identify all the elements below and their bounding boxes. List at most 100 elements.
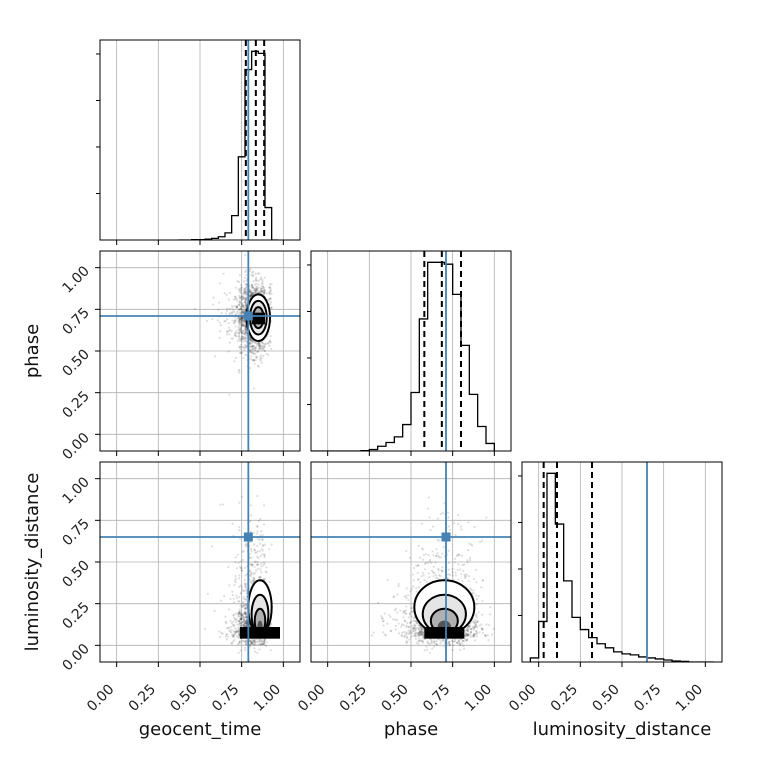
- sample-point: [475, 581, 478, 584]
- sample-point: [238, 619, 241, 622]
- sample-point: [261, 290, 264, 294]
- sample-point: [487, 638, 490, 642]
- sample-point: [412, 634, 415, 637]
- sample-point: [242, 329, 245, 332]
- sample-point: [416, 627, 420, 630]
- sample-point: [270, 306, 273, 309]
- sample-point: [449, 573, 452, 577]
- sample-point: [467, 579, 470, 583]
- sample-point: [255, 286, 259, 289]
- sample-point: [467, 625, 471, 628]
- sample-point: [423, 579, 426, 582]
- sample-point: [240, 331, 243, 334]
- sample-point: [419, 639, 422, 642]
- sample-point: [413, 623, 416, 626]
- sample-point: [458, 643, 461, 646]
- sample-point: [240, 297, 244, 301]
- sample-point: [474, 623, 477, 626]
- sample-point: [474, 623, 478, 626]
- sample-point: [396, 611, 399, 614]
- sample-point: [244, 323, 247, 326]
- sample-point: [267, 353, 270, 357]
- sample-point: [256, 563, 259, 566]
- sample-point: [426, 641, 429, 644]
- sample-point: [447, 516, 450, 519]
- sample-point: [261, 347, 265, 350]
- sample-point: [465, 639, 468, 642]
- sample-point: [233, 321, 236, 324]
- sample-point: [242, 305, 245, 309]
- sample-point: [240, 585, 244, 589]
- sample-point: [251, 271, 254, 274]
- sample-point: [393, 595, 396, 598]
- sample-point: [242, 297, 245, 300]
- sample-point: [240, 351, 244, 355]
- sample-point: [239, 537, 242, 540]
- sample-point: [466, 633, 469, 636]
- sample-point: [254, 272, 257, 275]
- sample-point: [269, 286, 272, 289]
- sample-point: [229, 630, 232, 633]
- sample-point: [238, 565, 242, 568]
- sample-point: [263, 555, 266, 559]
- x-tick-label: 0.25: [126, 682, 159, 715]
- sample-point: [210, 545, 214, 548]
- sample-point: [238, 612, 241, 615]
- sample-point: [414, 629, 417, 632]
- sample-point: [486, 634, 489, 637]
- sample-point: [237, 635, 240, 639]
- sample-point: [260, 349, 263, 352]
- sample-point: [237, 623, 241, 626]
- sample-point: [225, 333, 229, 336]
- sample-point: [245, 616, 248, 619]
- sample-point: [472, 634, 475, 637]
- sample-point: [411, 573, 415, 576]
- sample-point: [467, 633, 470, 636]
- sample-point: [472, 635, 475, 638]
- sample-point: [469, 587, 472, 590]
- sample-point: [228, 313, 231, 316]
- sample-point: [228, 307, 232, 310]
- sample-point: [243, 301, 246, 304]
- sample-point: [446, 577, 450, 580]
- sample-point: [389, 629, 392, 633]
- sample-point: [242, 310, 245, 313]
- sample-point: [242, 605, 245, 608]
- sample-point: [238, 627, 241, 630]
- sample-point: [438, 574, 441, 577]
- sample-point: [252, 580, 255, 583]
- sample-point: [241, 310, 244, 313]
- sample-point: [238, 501, 241, 504]
- sample-point: [222, 272, 225, 275]
- sample-point: [386, 622, 389, 625]
- sample-point: [242, 296, 246, 299]
- sample-point: [472, 592, 475, 595]
- y-tick-label: 0.50: [59, 558, 92, 591]
- sample-point: [478, 631, 481, 634]
- sample-point: [424, 562, 427, 566]
- sample-point: [242, 280, 246, 283]
- sample-point: [404, 609, 408, 612]
- sample-point: [249, 575, 252, 578]
- sample-point: [253, 647, 256, 650]
- sample-point: [241, 588, 244, 591]
- sample-point: [238, 369, 241, 372]
- sample-point: [406, 640, 409, 643]
- sample-point: [254, 347, 257, 350]
- sample-point: [484, 634, 487, 638]
- sample-point: [250, 338, 253, 341]
- sample-point: [260, 530, 263, 533]
- sample-point: [239, 560, 242, 563]
- sample-point: [236, 339, 239, 343]
- sample-point: [425, 645, 428, 648]
- sample-point: [263, 504, 266, 507]
- sample-point: [410, 632, 413, 635]
- sample-point: [402, 624, 405, 627]
- sample-point: [420, 631, 423, 634]
- sample-point: [235, 297, 238, 300]
- sample-point: [453, 557, 457, 560]
- sample-point: [463, 575, 466, 578]
- sample-point: [415, 620, 418, 623]
- sample-point: [241, 337, 244, 341]
- sample-point: [473, 635, 476, 638]
